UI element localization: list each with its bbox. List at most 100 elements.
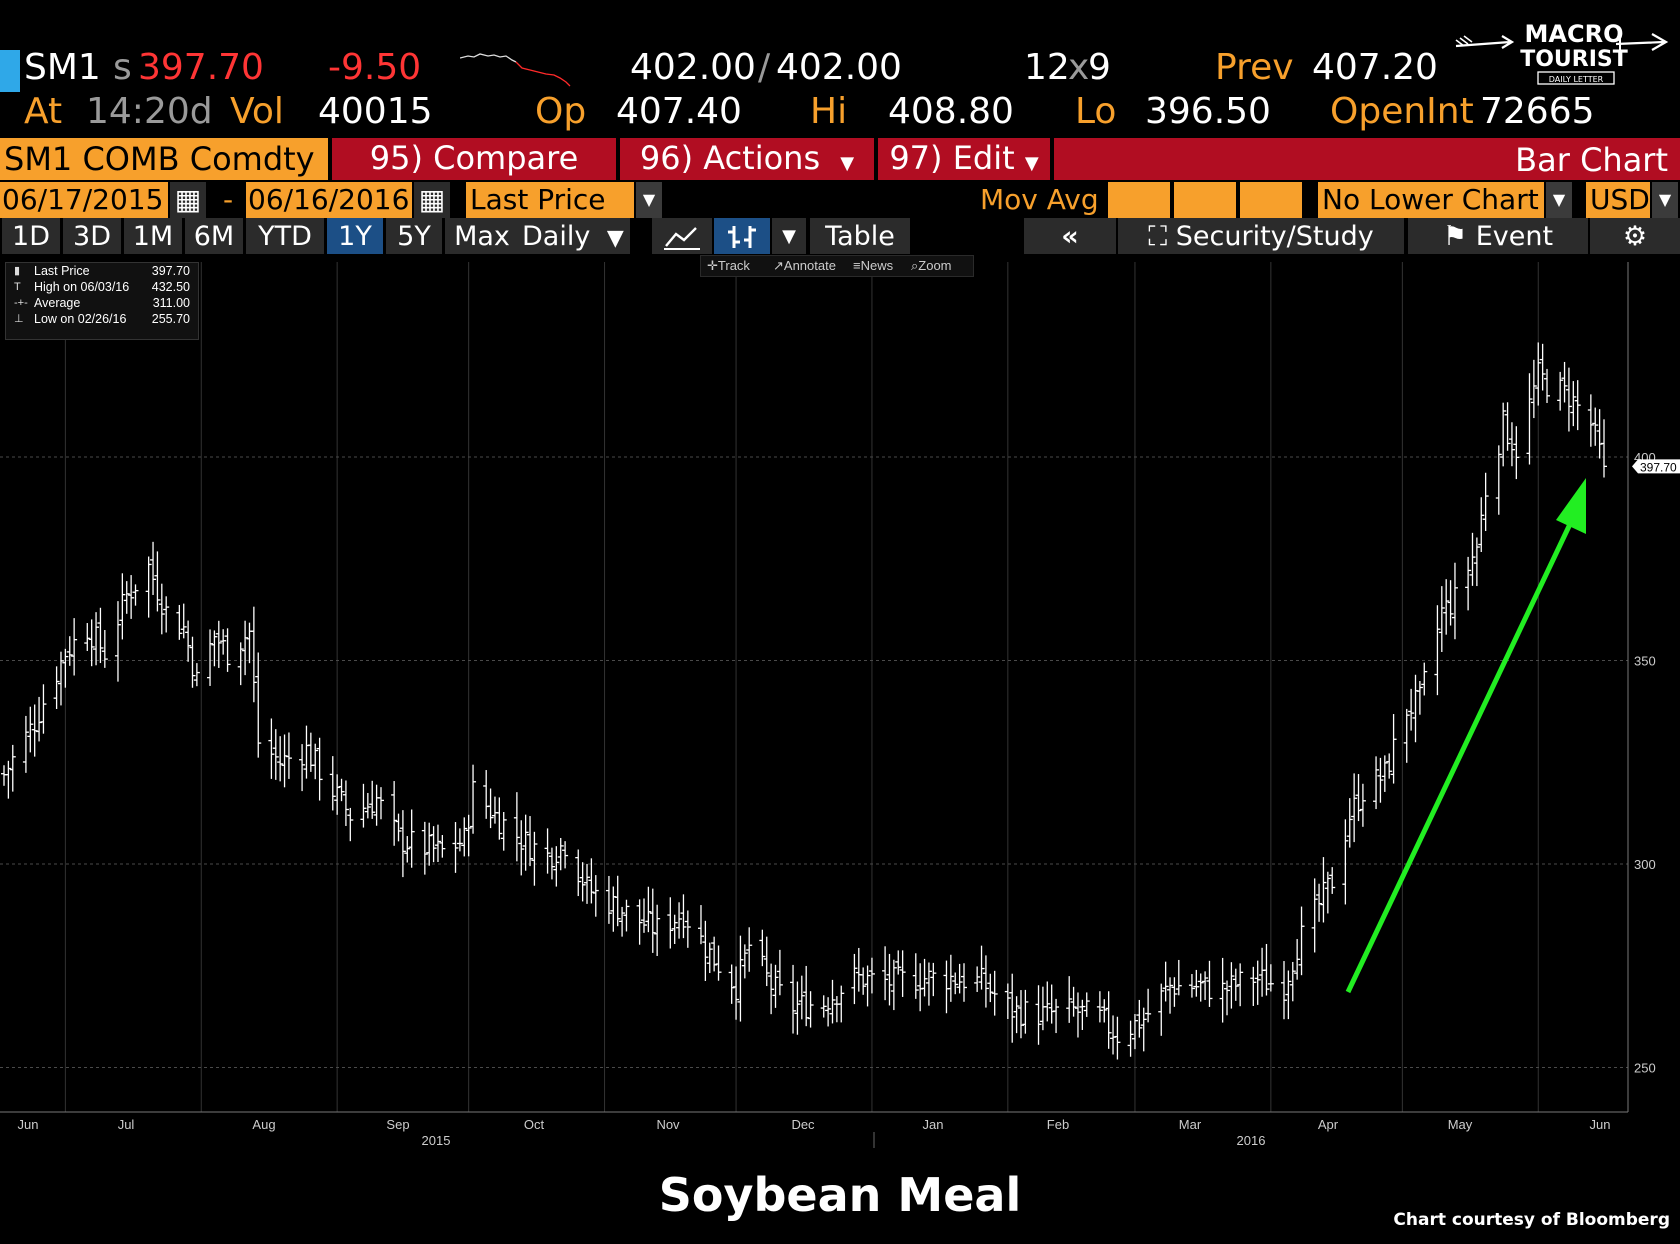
high-value: 408.80	[888, 91, 1014, 132]
period-button-max[interactable]: Max	[445, 218, 519, 254]
function-toolbar: SM1 COMB Comdty 95) Compare 96) Actions …	[0, 138, 1680, 180]
chart-style-dropdown-icon[interactable]: ▼	[772, 218, 806, 254]
compare-button[interactable]: 95) Compare	[332, 138, 616, 180]
low-value: 396.50	[1145, 91, 1271, 132]
logo-line3: DAILY LETTER	[1549, 75, 1604, 84]
ask-size: 9	[1088, 47, 1111, 88]
logo-line2: TOURIST	[1520, 47, 1628, 72]
period-button-1m[interactable]: 1M	[124, 218, 182, 254]
period-button-1d[interactable]: 1D	[2, 218, 60, 254]
settle-prefix: s	[113, 47, 132, 88]
last-price-tag	[1632, 459, 1680, 474]
security-study-button[interactable]: ⛶ Security/Study	[1118, 218, 1404, 254]
high-symbol-icon: T	[14, 281, 21, 293]
trend-arrow	[1345, 520, 1574, 994]
edit-button[interactable]: 97) Edit ▼	[878, 138, 1050, 180]
end-date-field[interactable]: 06/16/2016	[246, 182, 412, 218]
last-price-tag-label: 397.70	[1640, 460, 1677, 474]
period-button-1y[interactable]: 1Y	[327, 218, 383, 254]
currency-dropdown-icon[interactable]: ▼	[1652, 182, 1678, 218]
quote-line-2: At 14:20d Vol 40015 Op 407.40 Hi 408.80 …	[0, 90, 1680, 134]
quote-line-1: SM1 s 397.70 -9.50 402.00 / 402.00 12 x …	[24, 47, 1438, 88]
track-tool[interactable]: ✛ Track	[707, 258, 750, 273]
x-tick-label: Sep	[386, 1117, 409, 1132]
start-date-field[interactable]: 06/17/2015	[0, 182, 168, 218]
table-button[interactable]: Table	[810, 218, 910, 254]
event-button[interactable]: ⚑ Event	[1408, 218, 1588, 254]
period-toolbar: 1D 3D 1M 6M YTD 1Y 5Y Max Daily ▼ ▼ Table « ⛶ S…	[0, 218, 1680, 256]
frequency-select[interactable]: Daily ▼	[512, 218, 630, 254]
intraday-sparkline	[460, 53, 571, 87]
event-label: Event	[1475, 221, 1554, 252]
x-tick-label: Feb	[1047, 1117, 1069, 1132]
prev-value: 407.20	[1312, 47, 1438, 88]
openint-label: OpenInt	[1330, 91, 1474, 132]
x-tick-label: Mar	[1179, 1117, 1202, 1132]
field-select[interactable]: Last Price	[466, 182, 634, 218]
y-tick-label: 300	[1634, 857, 1656, 872]
period-button-3d[interactable]: 3D	[63, 218, 121, 254]
mov-avg-label: Mov Avg	[980, 183, 1099, 216]
period-button-ytd[interactable]: YTD	[246, 218, 324, 254]
security-indicator	[0, 50, 20, 92]
security-field[interactable]: SM1 COMB Comdty	[0, 138, 328, 180]
lower-chart-select[interactable]: No Lower Chart	[1318, 182, 1544, 218]
net-change: -9.50	[328, 47, 422, 88]
macro-tourist-logo: MACRO TOURIST DAILY LETTER	[1455, 20, 1669, 85]
gear-icon[interactable]: ⚙	[1590, 218, 1680, 254]
lower-chart-dropdown-icon[interactable]: ▼	[1546, 182, 1572, 218]
line-chart-icon[interactable]	[652, 218, 712, 254]
x-tick-label: Jun	[1590, 1117, 1611, 1132]
legend-row: ⊥ Low on 02/26/16 255.70	[14, 312, 190, 326]
high-label: Hi	[810, 91, 848, 132]
chart-type-label[interactable]: Bar Chart	[1054, 138, 1680, 180]
vol-label: Vol	[230, 91, 284, 132]
x-tick-label: Jul	[118, 1117, 135, 1132]
x-year-label: 2015	[422, 1133, 451, 1148]
period-button-6m[interactable]: 6M	[185, 218, 243, 254]
x-tick-label: Jun	[18, 1117, 39, 1132]
x-year-label: 2016	[1237, 1133, 1266, 1148]
legend-row: T High on 06/03/16 432.50	[14, 280, 190, 294]
low-label: Lo	[1075, 91, 1117, 132]
currency-select[interactable]: USD	[1586, 182, 1650, 218]
size-separator: x	[1068, 47, 1090, 88]
bar-chart-icon[interactable]	[714, 218, 770, 254]
actions-label: 96) Actions	[639, 139, 821, 177]
mov-avg-field-1[interactable]	[1108, 182, 1170, 218]
legend-row: -+- Average 311.00	[14, 296, 190, 310]
chart-tool-strip: ✛ Track ↗ Annotate ≡ News ⌕ Zoom	[700, 255, 974, 277]
zoom-tool[interactable]: ⌕ Zoom	[911, 258, 952, 273]
ticker[interactable]: SM1	[24, 47, 101, 88]
edit-dropdown-icon: ▼	[1024, 153, 1039, 174]
actions-button[interactable]: 96) Actions ▼	[620, 138, 874, 180]
news-tool[interactable]: ≡ News	[853, 258, 894, 273]
ask-price: 402.00	[776, 47, 902, 88]
x-tick-label: May	[1448, 1117, 1473, 1132]
date-range-dash: -	[222, 183, 234, 216]
at-label: At	[24, 91, 63, 132]
field-dropdown-icon[interactable]: ▼	[636, 182, 662, 218]
frequency-label: Daily	[522, 221, 591, 252]
mov-avg-field-3[interactable]	[1240, 182, 1302, 218]
settings-toolbar: 06/17/2015 ▦ - 06/16/2016 ▦ Last Price ▼…	[0, 182, 1680, 218]
last-price: 397.70	[138, 47, 264, 88]
end-calendar-icon[interactable]: ▦	[414, 182, 450, 218]
mov-avg-field-2[interactable]	[1174, 182, 1236, 218]
y-tick-label: 250	[1634, 1061, 1656, 1076]
y-tick-label: 350	[1634, 654, 1656, 669]
x-tick-label: Apr	[1318, 1117, 1339, 1132]
start-calendar-icon[interactable]: ▦	[170, 182, 206, 218]
chart-caption: Soybean Meal	[658, 1168, 1022, 1222]
prev-label: Prev	[1215, 47, 1294, 88]
security-study-label: Security/Study	[1175, 221, 1374, 252]
x-tick-label: Jan	[923, 1117, 944, 1132]
collapse-chevrons-icon[interactable]: «	[1024, 218, 1116, 254]
period-button-5y[interactable]: 5Y	[386, 218, 442, 254]
annotate-tool[interactable]: ↗ Annotate	[773, 258, 836, 273]
x-tick-label: Nov	[656, 1117, 680, 1132]
open-value: 407.40	[616, 91, 742, 132]
chart-legend: ▮ Last Price 397.70 T High on 06/03/16 432.5…	[5, 262, 199, 340]
at-time: 14:20d	[86, 91, 213, 132]
